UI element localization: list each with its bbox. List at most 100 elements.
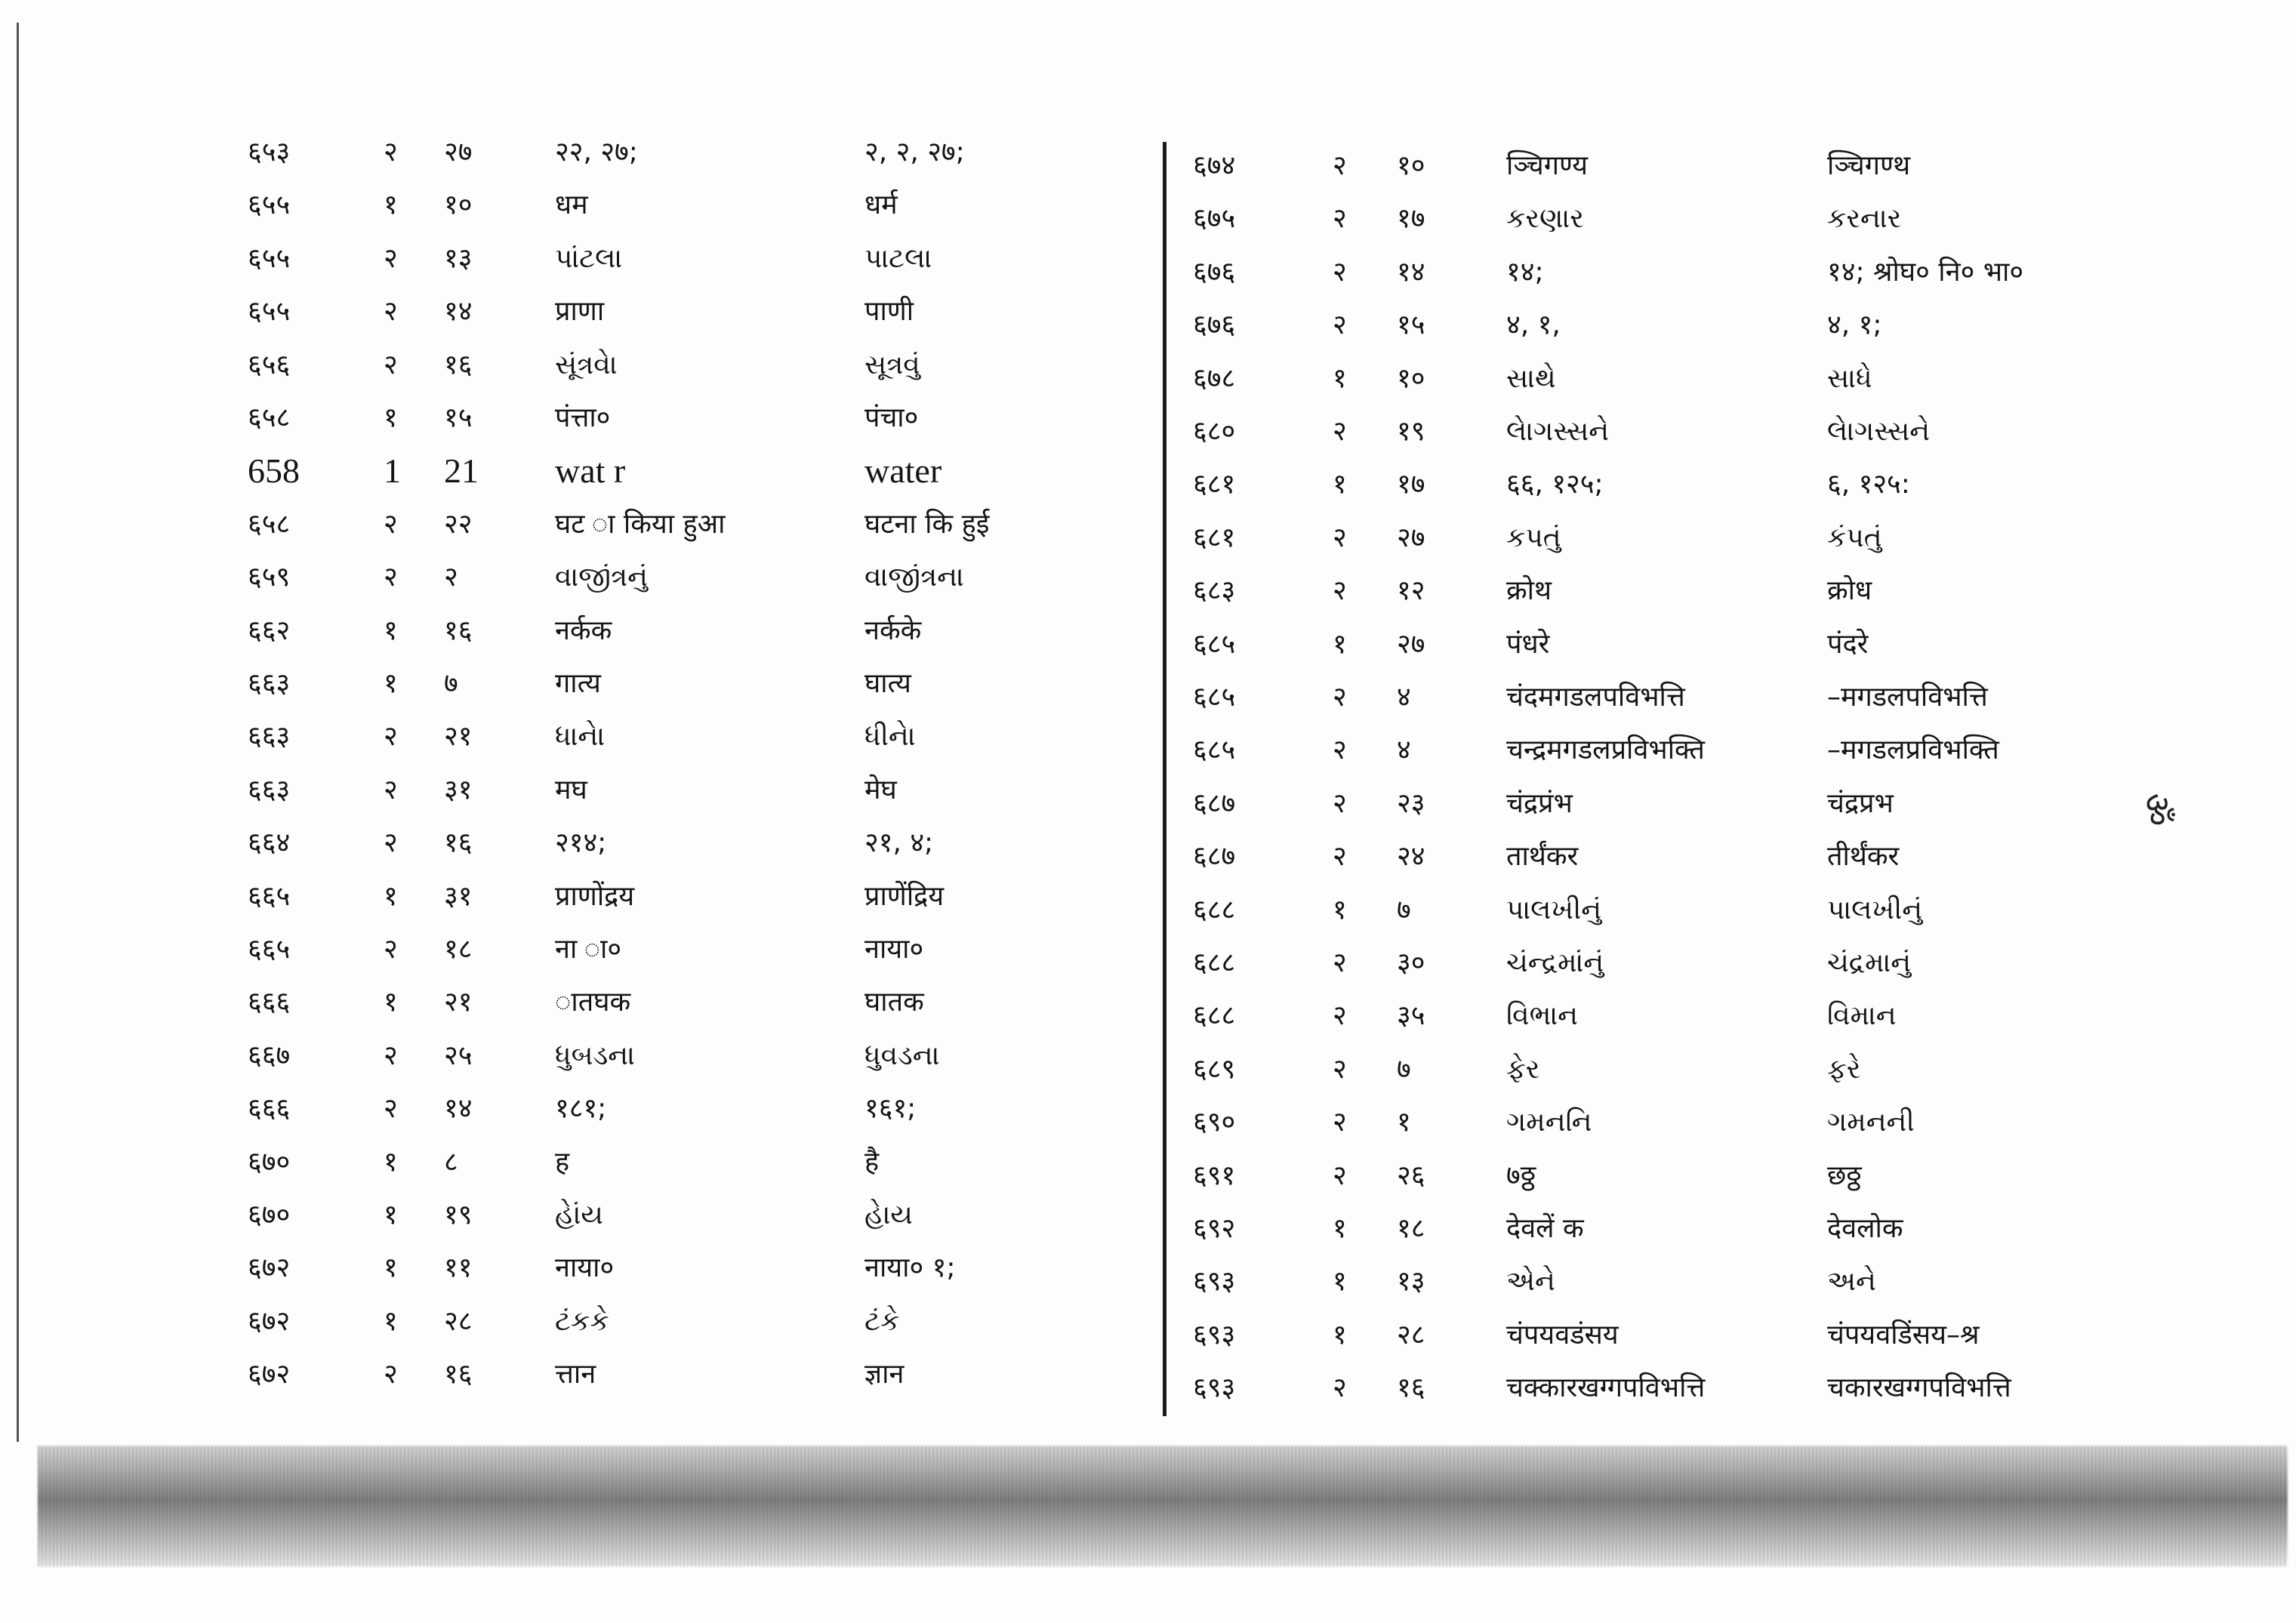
line-number: १७ [1397,469,1425,500]
correct-text: नाया० १; [864,1252,956,1284]
column-number: १ [1333,362,1347,394]
column-number: २ [384,242,398,274]
column-number: २ [1333,1372,1347,1404]
line-number: २५ [444,1039,473,1071]
incorrect-text: વિભાન [1506,1000,1579,1032]
correct-text: है [864,1146,880,1178]
incorrect-text: क्रोथ [1506,575,1552,607]
correct-text: १६१; [864,1093,917,1125]
incorrect-text: કપતું [1506,522,1561,553]
correct-text: नर्कके [864,614,922,646]
incorrect-text: ટંકકે [555,1305,609,1337]
correct-text: २१, ४; [864,827,934,859]
page-number: ६६४ [248,827,291,859]
column-number: २ [384,774,398,805]
page-number: ६५८ [248,402,291,433]
correct-text: સાધે [1827,362,1872,394]
line-number: १५ [1397,310,1425,341]
column-number: १ [384,1305,398,1337]
page-number: ६७२ [248,1252,291,1284]
correct-text: तीर्थंकर [1827,841,1900,873]
line-number: २६ [1397,1160,1425,1191]
incorrect-text: १४; [1506,256,1544,288]
column-number: १ [384,614,398,646]
incorrect-text: प्राणोंद्रय [555,880,635,912]
line-number: १६ [1397,1372,1425,1404]
line-number: १ [1397,1107,1411,1138]
correct-text: मेघ [864,774,897,805]
column-number: १ [384,402,398,433]
correct-text: घटना कि हुई [864,508,990,540]
incorrect-text: સૂંત્રવેા [555,349,618,380]
column-number: २ [384,934,398,965]
page-number: ६५५ [248,296,291,328]
correct-text: –मगडलपविभत्ति [1827,682,1988,713]
column-number: २ [384,1039,398,1071]
page-number: ६५८ [248,508,291,540]
correct-text: પાલખીનું [1827,894,1923,925]
column-number: २ [1333,150,1347,181]
page-number: ६९० [1193,1107,1236,1138]
correct-text: સૂત્રવું [864,349,920,380]
correct-text: ધુવડના [864,1039,940,1071]
column-number: २ [384,349,398,380]
page-number: ६७८ [1193,362,1236,394]
line-number: ३५ [1397,1000,1425,1032]
page-number: ६७० [248,1200,291,1230]
page-number: ६७६ [1193,256,1236,288]
correct-text: પાટલા [864,242,932,274]
correct-text: पंचा० [864,402,919,433]
incorrect-text: ७ठ्ठ [1506,1160,1536,1191]
column-number: २ [1333,575,1347,607]
incorrect-text: હેાંય [555,1200,603,1230]
page-number: ६७२ [248,1359,291,1390]
incorrect-text: ना ा० [555,934,622,965]
incorrect-text: पंत्ता० [555,402,611,433]
line-number: ११ [444,1252,473,1284]
line-number: २७ [1397,628,1425,660]
correct-text: –मगडलप्रविभक्ति [1827,735,1999,766]
page-number: ६७० [248,1146,291,1178]
column-number: २ [384,1093,398,1125]
line-number: १७ [1397,203,1425,235]
page-number: ६८१ [1193,469,1236,500]
line-number: १६ [444,614,473,646]
incorrect-text: प्राणा [555,296,605,328]
incorrect-text: ४, १, [1506,310,1561,341]
page-number: ६६३ [248,721,291,753]
page-number: ६५५ [248,242,291,274]
incorrect-text: त्तान [555,1359,596,1390]
page-number: ६५३ [248,137,291,168]
incorrect-text: wat r [555,451,626,491]
page-number: ६८८ [1193,947,1236,978]
column-number: १ [384,880,398,912]
line-number: ७ [1397,894,1411,925]
correct-text: प्राणेंद्रिय [864,880,945,912]
incorrect-text: २१४; [555,827,607,859]
incorrect-text: ધુબડના [555,1039,635,1071]
correct-text: घातक [864,987,924,1018]
line-number: 21 [444,451,479,491]
correct-text: ञ्चिगण्थ [1827,150,1911,181]
column-number: १ [1333,469,1347,500]
column-number: १ [384,1252,398,1284]
column-number: २ [384,1359,398,1390]
column-number: २ [1333,682,1347,713]
column-number: २ [1333,1160,1347,1191]
page-number: ६९२ [1193,1213,1236,1244]
page-number: ६८३ [1193,575,1236,607]
column-number: २ [384,721,398,753]
column-divider [1163,142,1166,1416]
incorrect-text: ातघक [555,987,631,1018]
correct-text: ६, १२५: [1827,469,1910,500]
line-number: ७ [444,668,458,699]
line-number: ३० [1397,947,1425,978]
incorrect-text: પાલખીનું [1506,894,1602,925]
line-number: १४ [444,296,473,328]
incorrect-text: देवलें क [1506,1213,1584,1244]
correct-text: पाणी [864,296,914,328]
incorrect-text: पंधरे [1506,628,1550,660]
page-number: ६८८ [1193,1000,1236,1032]
incorrect-text: नर्कक [555,614,612,646]
line-number: २७ [444,137,473,168]
